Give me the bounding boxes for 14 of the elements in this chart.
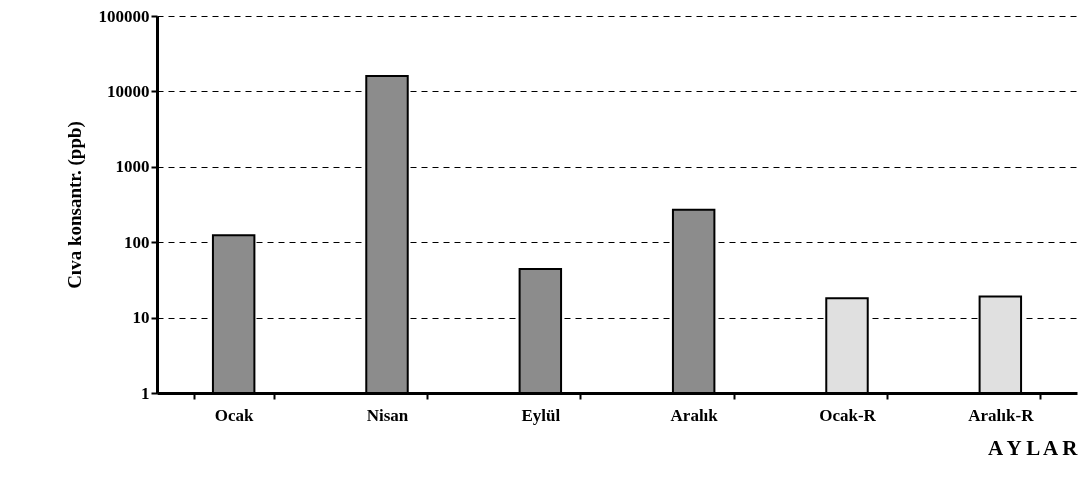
y-tick-label: 10000 — [107, 81, 150, 101]
y-tick-label: 100000 — [98, 6, 150, 26]
x-tick-label: Ocak-R — [819, 405, 877, 425]
x-tick-label: Ocak — [214, 405, 255, 425]
y-axis-title: Cıva konsantr. (ppb) — [63, 121, 86, 289]
y-tick-label: 1 — [141, 383, 150, 403]
x-tick-label: Aralık-R — [968, 405, 1035, 425]
x-tick-label: Nisan — [366, 405, 409, 425]
x-tick-label: Eylül — [521, 405, 561, 425]
y-tick-label: 100 — [124, 232, 150, 252]
y-tick-label: 1000 — [115, 157, 150, 177]
x-tick-label: Aralık — [670, 405, 719, 425]
y-tick-label: 10 — [132, 308, 150, 328]
x-axis-title: A Y L A R — [988, 435, 1079, 460]
